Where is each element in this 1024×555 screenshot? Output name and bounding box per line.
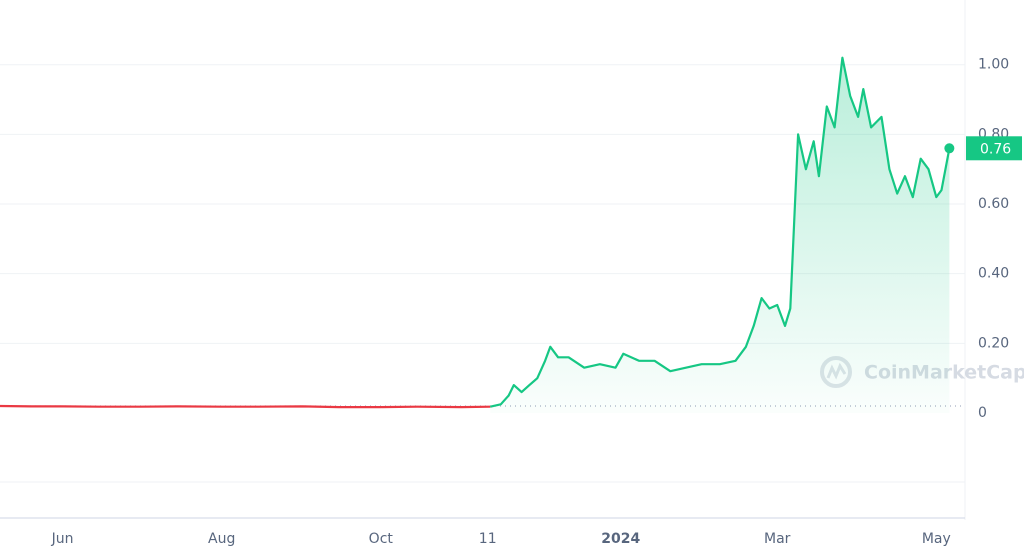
price-tag-label: 0.76 xyxy=(980,141,1011,157)
x-tick-label: 2024 xyxy=(601,531,640,547)
x-tick-label: Aug xyxy=(208,531,235,547)
y-tick-label: 0.60 xyxy=(978,196,1009,212)
price-line-up xyxy=(490,56,951,408)
x-tick-label: Mar xyxy=(764,531,791,547)
price-tag xyxy=(966,136,1022,161)
y-tick-label: 0 xyxy=(978,405,987,421)
x-tick-label: Jun xyxy=(51,531,74,547)
y-tick-label: 0.40 xyxy=(978,266,1009,282)
price-line-down xyxy=(0,404,491,409)
x-tick-label: May xyxy=(922,531,951,547)
y-tick-label: 0.20 xyxy=(978,335,1009,351)
x-tick-label: 11 xyxy=(479,531,497,547)
last-point xyxy=(944,143,955,154)
area xyxy=(490,57,950,413)
y-tick-label: 1.00 xyxy=(978,57,1009,73)
x-tick-label: Oct xyxy=(369,531,394,547)
